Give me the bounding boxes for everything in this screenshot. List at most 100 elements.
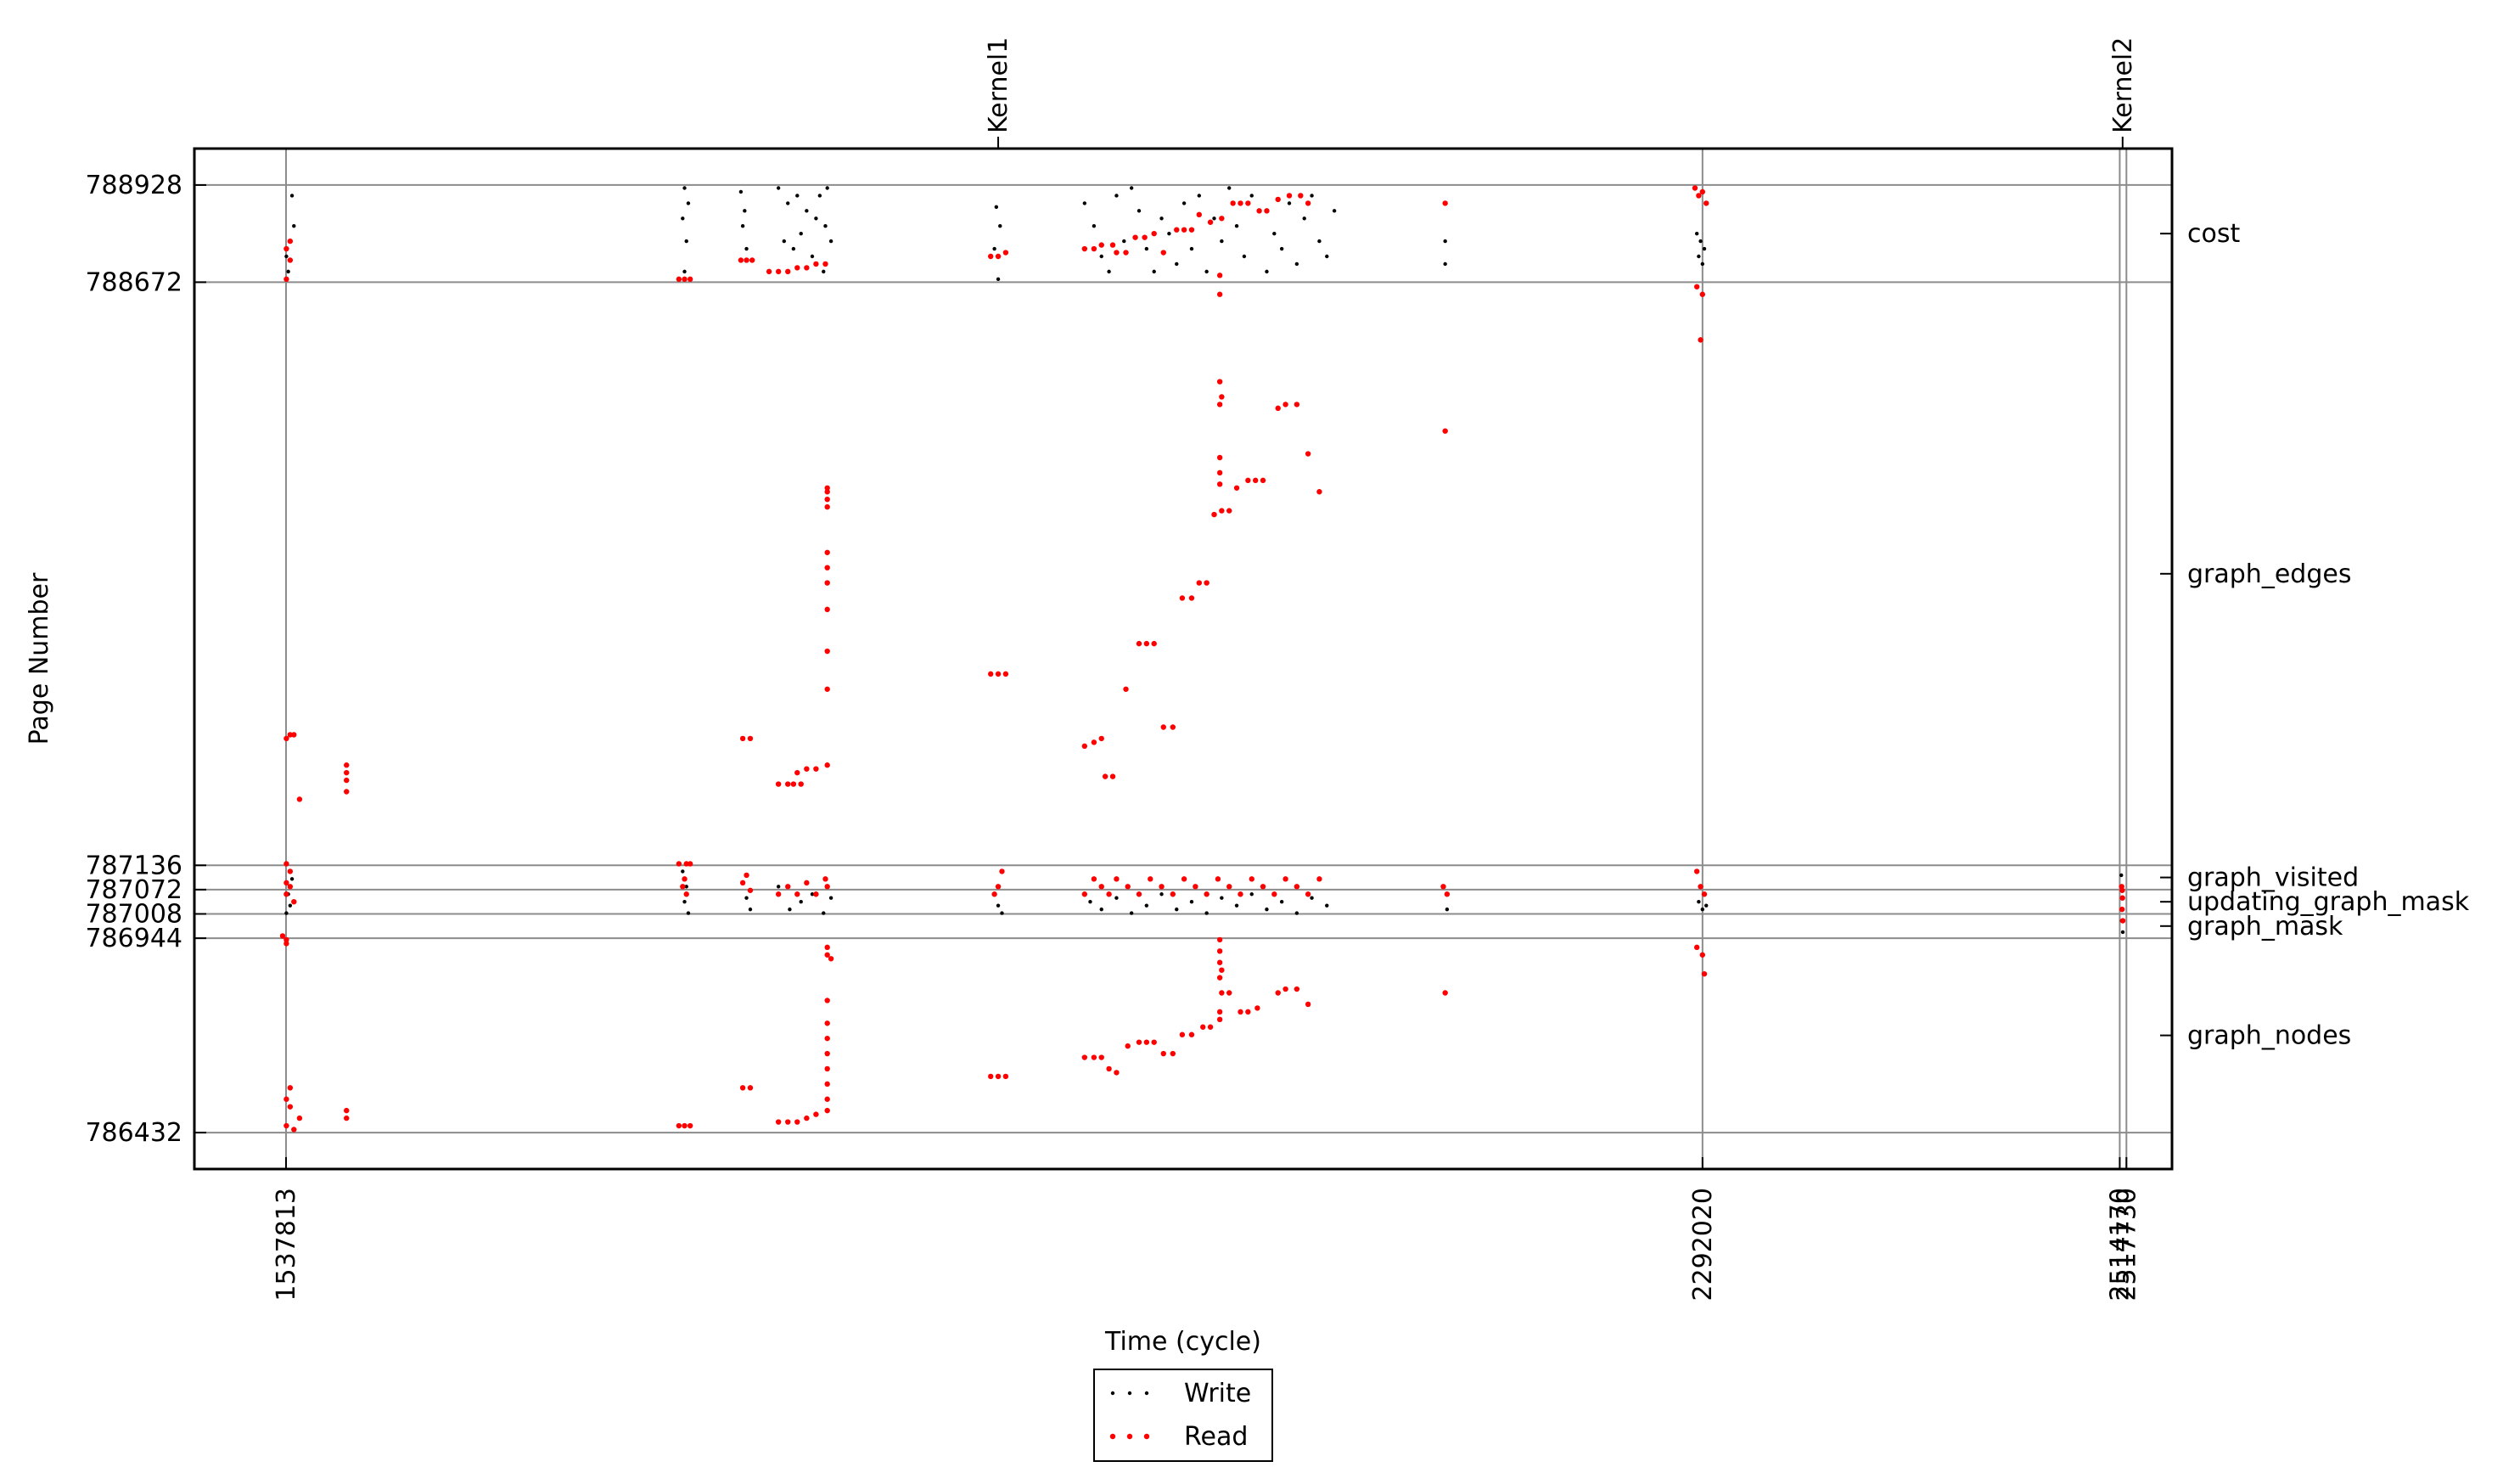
y-tick-label: 786944 bbox=[85, 924, 182, 953]
data-point-write bbox=[805, 209, 809, 213]
data-point-read bbox=[824, 884, 830, 890]
data-point-write bbox=[1443, 239, 1447, 244]
data-point-write bbox=[1249, 194, 1254, 198]
data-point-read bbox=[1219, 990, 1225, 996]
data-point-write bbox=[682, 899, 687, 904]
data-point-read bbox=[987, 1073, 994, 1080]
data-point-read bbox=[1216, 959, 1223, 965]
data-point-write bbox=[1310, 896, 1314, 900]
data-point-read bbox=[1442, 200, 1448, 206]
data-point-write bbox=[776, 186, 781, 190]
data-point-read bbox=[739, 880, 746, 886]
data-point-read bbox=[1160, 250, 1166, 256]
data-point-read bbox=[1179, 595, 1186, 601]
data-point-read bbox=[785, 781, 791, 787]
data-point-read bbox=[747, 1085, 754, 1091]
data-point-write bbox=[1175, 907, 1179, 912]
data-point-write bbox=[748, 907, 753, 912]
data-point-read bbox=[824, 1096, 830, 1102]
data-point-read bbox=[1106, 1065, 1112, 1072]
y-tick-label: 788928 bbox=[85, 171, 182, 200]
data-point-read bbox=[1294, 986, 1300, 992]
data-point-read bbox=[775, 891, 782, 897]
data-point-write bbox=[1204, 911, 1209, 915]
data-point-read bbox=[296, 1115, 303, 1121]
data-point-read bbox=[682, 1122, 688, 1129]
data-point-read bbox=[1204, 891, 1209, 897]
data-point-read bbox=[1216, 936, 1223, 943]
data-point-read bbox=[1132, 234, 1138, 240]
data-point-write bbox=[814, 216, 818, 221]
data-point-write bbox=[1137, 209, 1142, 213]
data-point-read bbox=[1696, 193, 1702, 199]
data-point-read bbox=[1294, 402, 1300, 408]
data-point-read bbox=[1286, 193, 1293, 199]
data-point-read bbox=[1143, 640, 1150, 647]
data-point-read bbox=[1181, 876, 1187, 882]
data-point-read bbox=[804, 766, 810, 772]
data-point-read bbox=[1298, 193, 1304, 199]
data-point-read bbox=[1188, 227, 1195, 233]
data-point-read bbox=[1151, 230, 1157, 237]
data-point-read bbox=[1693, 284, 1700, 289]
data-point-read bbox=[1091, 739, 1097, 745]
data-point-read bbox=[1159, 884, 1165, 890]
data-point-read bbox=[1123, 250, 1129, 256]
data-point-write bbox=[996, 903, 1001, 908]
data-point-read bbox=[1701, 891, 1708, 897]
data-point-read bbox=[283, 276, 289, 283]
data-point-read bbox=[995, 671, 1002, 677]
legend-marker-read bbox=[1143, 1433, 1150, 1440]
data-point-write bbox=[1279, 246, 1284, 251]
data-point-read bbox=[824, 489, 830, 495]
data-point-read bbox=[1211, 511, 1217, 518]
data-point-write bbox=[1000, 911, 1004, 915]
data-point-write bbox=[2120, 930, 2125, 935]
plot-frame bbox=[193, 147, 2174, 1171]
data-point-write bbox=[1099, 254, 1103, 259]
data-point-read bbox=[291, 1127, 297, 1133]
data-point-read bbox=[1216, 454, 1223, 461]
data-point-read bbox=[1440, 884, 1446, 890]
data-point-write bbox=[1702, 246, 1707, 251]
data-point-read bbox=[287, 732, 294, 738]
data-point-read bbox=[775, 1119, 782, 1125]
data-point-write bbox=[1443, 261, 1447, 267]
data-point-read bbox=[804, 880, 810, 886]
y-tick-label: 787136 bbox=[85, 851, 182, 880]
data-point-read bbox=[1316, 489, 1322, 495]
data-point-read bbox=[1114, 1070, 1120, 1076]
data-point-read bbox=[1444, 891, 1451, 897]
data-point-write bbox=[1189, 246, 1194, 251]
data-point-read bbox=[1275, 405, 1281, 412]
data-point-read bbox=[824, 1107, 830, 1114]
data-point-read bbox=[824, 686, 830, 692]
data-point-write bbox=[686, 201, 691, 205]
data-point-read bbox=[824, 496, 830, 503]
legend-marker-read bbox=[1126, 1433, 1133, 1440]
data-point-read bbox=[1275, 990, 1281, 996]
data-point-read bbox=[1002, 1073, 1009, 1080]
data-point-read bbox=[1136, 1039, 1142, 1045]
data-point-read bbox=[1106, 891, 1112, 897]
data-point-read bbox=[804, 265, 810, 271]
data-point-read bbox=[287, 238, 294, 245]
data-point-read bbox=[683, 891, 689, 897]
data-point-read bbox=[1081, 743, 1088, 750]
data-point-read bbox=[804, 1115, 810, 1121]
data-point-read bbox=[790, 781, 797, 787]
data-point-read bbox=[1245, 477, 1251, 484]
data-point-read bbox=[1170, 891, 1176, 897]
data-point-write bbox=[1294, 261, 1299, 267]
data-point-read bbox=[344, 789, 350, 795]
data-point-read bbox=[1136, 640, 1142, 647]
x-tick-label: 2514170 bbox=[2105, 1188, 2135, 1301]
data-point-write bbox=[686, 911, 691, 915]
data-point-read bbox=[749, 257, 755, 263]
data-point-read bbox=[1148, 876, 1153, 882]
data-point-read bbox=[1693, 944, 1700, 951]
data-point-read bbox=[283, 735, 289, 742]
data-point-read bbox=[1264, 208, 1270, 214]
data-point-read bbox=[344, 762, 350, 768]
